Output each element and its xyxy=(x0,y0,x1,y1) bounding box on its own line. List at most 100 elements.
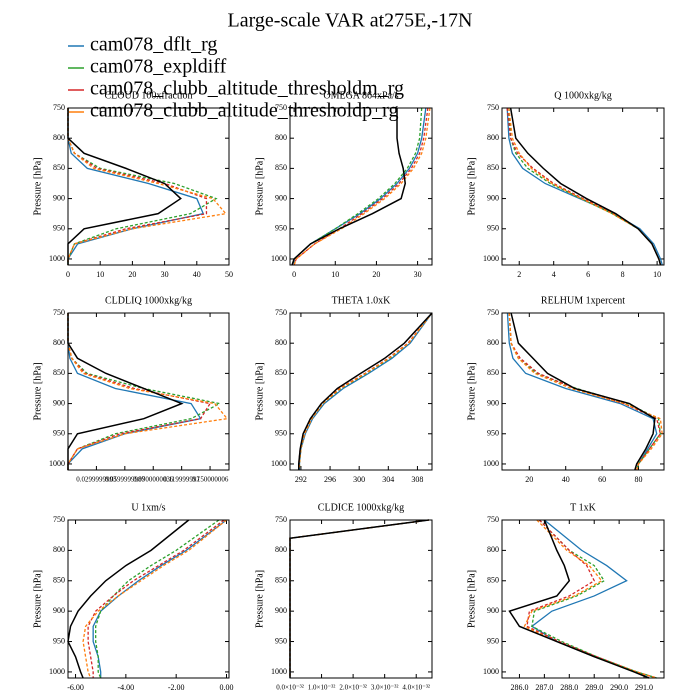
plot-frame xyxy=(289,107,433,266)
x-tick-label: 2.0×10⁻³² xyxy=(339,684,367,692)
x-tick-label: 0.119999997 xyxy=(163,476,200,484)
x-tick-label: 0.0×10⁻³² xyxy=(276,684,304,692)
series-line xyxy=(298,312,433,470)
panel-title: RELHUM 1xpercent xyxy=(541,295,625,306)
x-tick-label: 4 xyxy=(552,270,556,279)
y-axis-label: Pressure [hPa] xyxy=(32,157,43,215)
y-tick-label: 1000 xyxy=(49,459,65,468)
plot-frame xyxy=(67,519,230,679)
series-line xyxy=(531,519,657,679)
y-axis-label: Pressure [hPa] xyxy=(466,362,477,420)
panel-title: CLDICE 1000xkg/kg xyxy=(318,502,404,513)
x-tick-label: 30 xyxy=(161,270,169,279)
x-tick-label: 20 xyxy=(372,270,380,279)
x-tick-label: 0.00 xyxy=(219,683,233,692)
x-tick-label: 2 xyxy=(517,270,521,279)
y-tick-label: 750 xyxy=(487,103,499,112)
y-tick-label: 950 xyxy=(53,636,65,645)
x-tick-label: 290.0 xyxy=(610,683,628,692)
y-tick-label: 850 xyxy=(275,368,287,377)
y-tick-label: 850 xyxy=(53,576,65,585)
x-tick-label: 20 xyxy=(128,270,136,279)
y-tick-label: 1000 xyxy=(483,254,499,263)
series-line xyxy=(289,519,429,678)
y-axis-label: Pressure [hPa] xyxy=(32,570,43,628)
x-tick-label: 80 xyxy=(635,475,643,484)
x-tick-label: 30 xyxy=(414,270,422,279)
y-axis-label: Pressure [hPa] xyxy=(32,362,43,420)
y-axis-label: Pressure [hPa] xyxy=(466,570,477,628)
y-tick-label: 950 xyxy=(487,636,499,645)
x-tick-label: 288.0 xyxy=(560,683,578,692)
y-tick-label: 800 xyxy=(275,545,287,554)
y-tick-label: 750 xyxy=(53,103,65,112)
series-line xyxy=(298,312,433,470)
y-tick-label: 950 xyxy=(53,429,65,438)
series-line xyxy=(530,519,657,679)
series-line xyxy=(508,312,662,471)
y-tick-label: 750 xyxy=(487,308,499,317)
plot-frame xyxy=(67,107,230,266)
y-tick-label: 950 xyxy=(275,429,287,438)
chart-title: Large-scale VAR at275E,-17N xyxy=(228,10,473,32)
x-tick-label: -6.00 xyxy=(67,683,84,692)
panel-title: U 1xm/s xyxy=(131,502,165,513)
series-line xyxy=(82,519,227,679)
y-tick-label: 850 xyxy=(487,576,499,585)
y-tick-label: 900 xyxy=(487,193,499,202)
y-tick-label: 850 xyxy=(53,368,65,377)
y-tick-label: 850 xyxy=(275,163,287,172)
legend-label: cam078_dflt_rg xyxy=(90,34,217,56)
series-line xyxy=(67,313,229,470)
y-tick-label: 750 xyxy=(275,515,287,524)
y-axis-label: Pressure [hPa] xyxy=(254,362,265,420)
x-tick-label: 40 xyxy=(562,475,570,484)
x-tick-label: 296 xyxy=(324,475,336,484)
plot-frame xyxy=(501,107,665,266)
y-tick-label: 950 xyxy=(487,224,499,233)
x-tick-label: 10 xyxy=(653,270,661,279)
y-tick-label: 900 xyxy=(487,398,499,407)
y-tick-label: 850 xyxy=(275,576,287,585)
x-tick-label: 10 xyxy=(331,270,339,279)
series-line xyxy=(67,108,205,265)
x-tick-label: -2.00 xyxy=(168,683,185,692)
y-tick-label: 950 xyxy=(275,636,287,645)
y-tick-label: 800 xyxy=(275,133,287,142)
x-tick-label: 0.0599999987 xyxy=(105,476,146,484)
y-tick-label: 900 xyxy=(275,606,287,615)
series-line xyxy=(289,519,429,678)
series-line xyxy=(87,519,225,678)
x-tick-label: 300 xyxy=(353,475,365,484)
y-tick-label: 800 xyxy=(487,545,499,554)
y-tick-label: 750 xyxy=(275,103,287,112)
legend-label: cam078_clubb_altitude_thresholdp_rg xyxy=(90,100,398,122)
y-tick-label: 800 xyxy=(275,338,287,347)
x-tick-label: 287.0 xyxy=(535,683,553,692)
x-tick-label: 40 xyxy=(193,270,201,279)
y-axis-label: Pressure [hPa] xyxy=(254,570,265,628)
series-line xyxy=(523,519,657,679)
plot-frame xyxy=(67,312,230,471)
x-tick-label: 3.0×10⁻³² xyxy=(371,684,399,692)
series-line xyxy=(298,312,433,470)
series-line xyxy=(289,519,429,678)
y-tick-label: 800 xyxy=(53,133,65,142)
x-tick-label: 0.150000006 xyxy=(192,476,229,484)
y-tick-label: 850 xyxy=(487,163,499,172)
x-tick-label: 286.0 xyxy=(510,683,528,692)
x-tick-label: 0.0299999993 xyxy=(76,476,117,484)
y-tick-label: 900 xyxy=(275,398,287,407)
series-line xyxy=(291,107,423,266)
y-tick-label: 750 xyxy=(53,308,65,317)
series-line xyxy=(508,107,662,266)
plot-frame xyxy=(501,519,665,679)
y-tick-label: 1000 xyxy=(483,459,499,468)
x-tick-label: 304 xyxy=(382,475,394,484)
y-tick-label: 750 xyxy=(275,308,287,317)
y-tick-label: 950 xyxy=(53,224,65,233)
series-line xyxy=(508,107,662,266)
series-line xyxy=(289,519,429,678)
